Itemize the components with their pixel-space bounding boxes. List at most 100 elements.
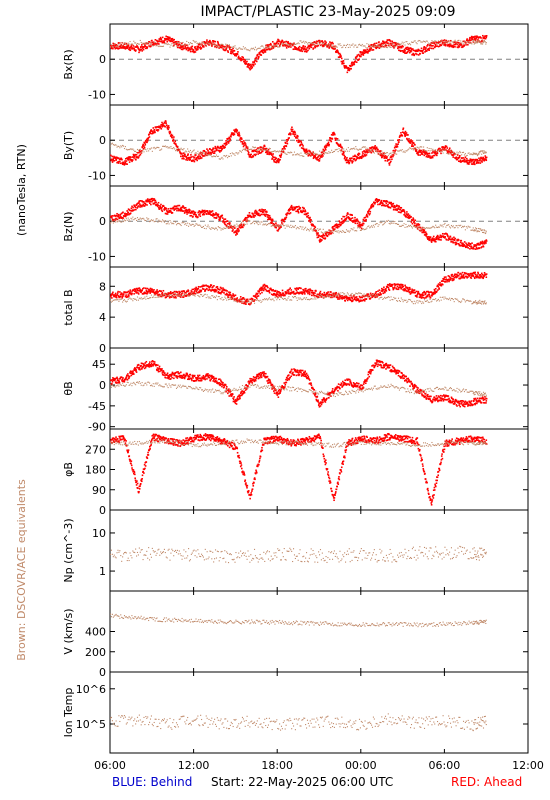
data-point <box>249 220 251 222</box>
data-point <box>383 43 385 46</box>
data-point <box>143 43 146 45</box>
data-point <box>122 161 125 164</box>
data-point <box>169 46 171 48</box>
data-point <box>210 290 212 292</box>
data-point <box>294 154 296 156</box>
data-point <box>410 226 413 228</box>
data-point <box>185 222 187 224</box>
data-point <box>231 297 234 299</box>
data-point <box>428 43 430 45</box>
data-point <box>277 230 279 232</box>
data-point <box>225 227 227 229</box>
data-point <box>262 45 264 47</box>
data-point <box>348 231 350 233</box>
data-point <box>330 46 332 48</box>
data-point <box>219 218 221 220</box>
data-point <box>419 146 421 148</box>
data-point <box>148 136 151 138</box>
data-point <box>268 43 270 46</box>
data-point <box>390 42 392 45</box>
data-point <box>261 150 264 152</box>
data-point <box>323 45 325 47</box>
data-point <box>394 44 397 46</box>
data-point <box>285 40 288 43</box>
data-point <box>423 227 426 229</box>
data-point <box>368 225 370 227</box>
data-point <box>351 161 353 164</box>
data-point <box>190 46 193 48</box>
data-point <box>436 151 438 153</box>
data-point <box>225 292 228 295</box>
data-point <box>415 148 417 150</box>
data-point <box>482 231 484 233</box>
data-point <box>128 219 130 221</box>
data-point <box>404 44 406 46</box>
data-point <box>150 203 152 206</box>
data-point <box>444 222 446 224</box>
data-point <box>185 290 188 293</box>
data-point <box>161 293 164 296</box>
data-point <box>415 226 417 228</box>
data-point <box>247 215 250 218</box>
data-point <box>289 45 291 47</box>
data-point <box>397 143 399 145</box>
data-point <box>236 53 239 56</box>
data-point <box>149 148 151 150</box>
data-point <box>449 45 451 47</box>
data-point <box>120 215 122 218</box>
data-point <box>240 138 243 140</box>
data-point <box>436 154 438 157</box>
data-point <box>188 158 190 160</box>
data-point <box>119 162 122 165</box>
data-point <box>144 45 147 48</box>
data-point <box>186 213 188 215</box>
data-point <box>121 216 124 219</box>
data-point <box>195 223 197 225</box>
data-point <box>448 237 451 240</box>
data-point <box>346 43 348 45</box>
data-point <box>394 220 396 223</box>
data-point <box>332 230 334 232</box>
data-point <box>405 46 407 49</box>
data-point <box>256 53 259 56</box>
data-point <box>350 147 352 150</box>
data-point <box>363 216 366 219</box>
data-point <box>187 153 189 155</box>
data-point <box>480 228 482 230</box>
data-point <box>173 207 175 210</box>
data-point <box>470 35 473 38</box>
data-point <box>278 154 281 157</box>
data-point <box>276 159 279 161</box>
data-point <box>189 47 191 50</box>
data-point <box>286 44 288 46</box>
data-point <box>248 212 251 214</box>
data-point <box>219 288 221 291</box>
data-point <box>360 227 363 230</box>
data-point <box>168 126 170 129</box>
data-point <box>190 42 192 44</box>
data-point <box>227 142 230 144</box>
data-point <box>433 40 435 43</box>
data-point <box>260 151 263 154</box>
data-point <box>153 146 155 148</box>
data-point <box>449 226 451 228</box>
data-point <box>206 148 208 150</box>
data-point <box>462 225 464 227</box>
data-point <box>410 139 412 141</box>
data-point <box>145 199 148 202</box>
data-point <box>149 132 152 135</box>
data-point <box>347 160 350 162</box>
data-point <box>324 151 326 153</box>
data-point <box>236 130 238 133</box>
data-point <box>263 223 265 225</box>
data-point <box>477 152 479 154</box>
data-point <box>351 157 353 159</box>
data-point <box>421 146 423 148</box>
data-point <box>431 152 433 154</box>
data-point <box>149 148 152 150</box>
data-point <box>229 48 231 50</box>
data-point <box>305 148 308 151</box>
y-axis-label: By(T) <box>62 131 75 160</box>
data-point <box>334 48 336 50</box>
data-point <box>157 45 159 47</box>
